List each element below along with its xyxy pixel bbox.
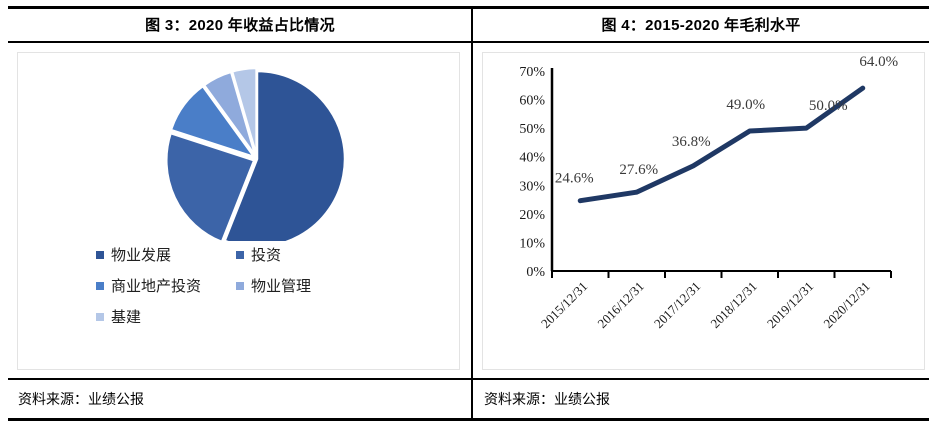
header-divider-rule: [8, 41, 929, 43]
data-label-0: 24.6%: [555, 171, 594, 187]
pie-slice-1: [165, 131, 256, 241]
gross-margin-line-series: [577, 85, 866, 204]
line-chart-svg: 70% 60% 50% 40% 30% 20% 10% 0% 24.6% 27.6% 36.8% 4…: [519, 54, 898, 331]
x-axis-category-label-4: 2019/12/31: [764, 279, 816, 331]
pie-slice-4: [230, 66, 258, 157]
pie-slice-0: [223, 69, 347, 241]
y-axis-tick-label-2: 50%: [519, 122, 545, 137]
y-axis-tick-label-1: 60%: [519, 94, 545, 109]
y-axis-tick-label-0: 70%: [519, 65, 545, 80]
left-source-note: 资料来源：业绩公报: [18, 391, 144, 407]
legend-label-4: 基建: [111, 310, 142, 326]
x-axis-category-label-5: 2020/12/31: [820, 279, 872, 331]
data-label-4: 50.0%: [809, 98, 848, 114]
legend-item-commercial-property-investment[interactable]: 商业地产投资: [96, 275, 236, 296]
x-axis-category-label-2: 2017/12/31: [651, 279, 703, 331]
y-axis-tick-label-6: 10%: [519, 236, 545, 251]
legend-label-3: 物业管理: [251, 279, 312, 295]
pie-chart-panel: 物业发展 投资 商业地产投资 物业管理: [17, 52, 460, 370]
legend-label-1: 投资: [251, 248, 282, 264]
data-label-group: 24.6% 27.6% 36.8% 49.0% 50.0% 64.0%: [555, 54, 898, 187]
x-axis-category-label-group: 2015/12/31 2016/12/31 2017/12/31 2018/12/31…: [538, 279, 873, 331]
y-axis-tick-label-4: 30%: [519, 179, 545, 194]
x-axis-category-label-3: 2018/12/31: [707, 279, 759, 331]
legend-row-1: 物业发展 投资: [96, 239, 396, 270]
pie-svg: [165, 66, 347, 241]
footer-top-rule: [8, 378, 929, 380]
x-axis-category-label-1: 2016/12/31: [594, 279, 646, 331]
y-axis-tick-label-7: 0%: [526, 265, 545, 280]
legend-row-2: 商业地产投资 物业管理: [96, 270, 396, 301]
legend-label-2: 商业地产投资: [111, 279, 202, 295]
top-border-rule: [8, 6, 929, 9]
legend-swatch-icon-4: [96, 312, 104, 321]
legend-item-property-development[interactable]: 物业发展: [96, 244, 236, 265]
legend-swatch-icon-1: [236, 250, 244, 259]
right-figure-title: 图 4：2015-2020 年毛利水平: [601, 17, 801, 34]
y-axis-tick-label-group: 70% 60% 50% 40% 30% 20% 10% 0%: [519, 65, 545, 280]
y-axis-tick-label-3: 40%: [519, 151, 545, 166]
data-label-2: 36.8%: [672, 134, 711, 150]
pie-chart: 物业发展 投资 商业地产投资 物业管理: [18, 53, 459, 369]
legend-swatch-icon-0: [96, 250, 104, 259]
data-label-5: 64.0%: [859, 54, 898, 70]
legend-item-investment[interactable]: 投资: [236, 244, 281, 265]
legend-item-property-management[interactable]: 物业管理: [236, 275, 311, 296]
pie-slice-2: [169, 84, 258, 160]
legend-row-3: 基建: [96, 301, 396, 332]
pie-legend: 物业发展 投资 商业地产投资 物业管理: [96, 239, 396, 332]
line-chart-panel: 70% 60% 50% 40% 30% 20% 10% 0% 24.6% 27.6% 36.8% 4…: [482, 52, 925, 370]
data-label-1: 27.6%: [619, 162, 658, 178]
column-divider: [471, 6, 473, 421]
left-figure-title: 图 3：2020 年收益占比情况: [145, 17, 335, 34]
legend-item-infrastructure[interactable]: 基建: [96, 306, 236, 327]
x-axis-category-label-0: 2015/12/31: [538, 279, 590, 331]
data-label-3: 49.0%: [726, 97, 765, 113]
x-axis-tick-group: [551, 271, 892, 278]
legend-label-0: 物业发展: [111, 248, 172, 264]
legend-swatch-icon-2: [96, 281, 104, 290]
y-axis-tick-label-5: 20%: [519, 208, 545, 223]
bottom-border-rule: [8, 418, 929, 421]
legend-swatch-icon-3: [236, 281, 244, 290]
pie-slice-group: [165, 66, 347, 241]
right-source-note: 资料来源：业绩公报: [484, 391, 610, 407]
